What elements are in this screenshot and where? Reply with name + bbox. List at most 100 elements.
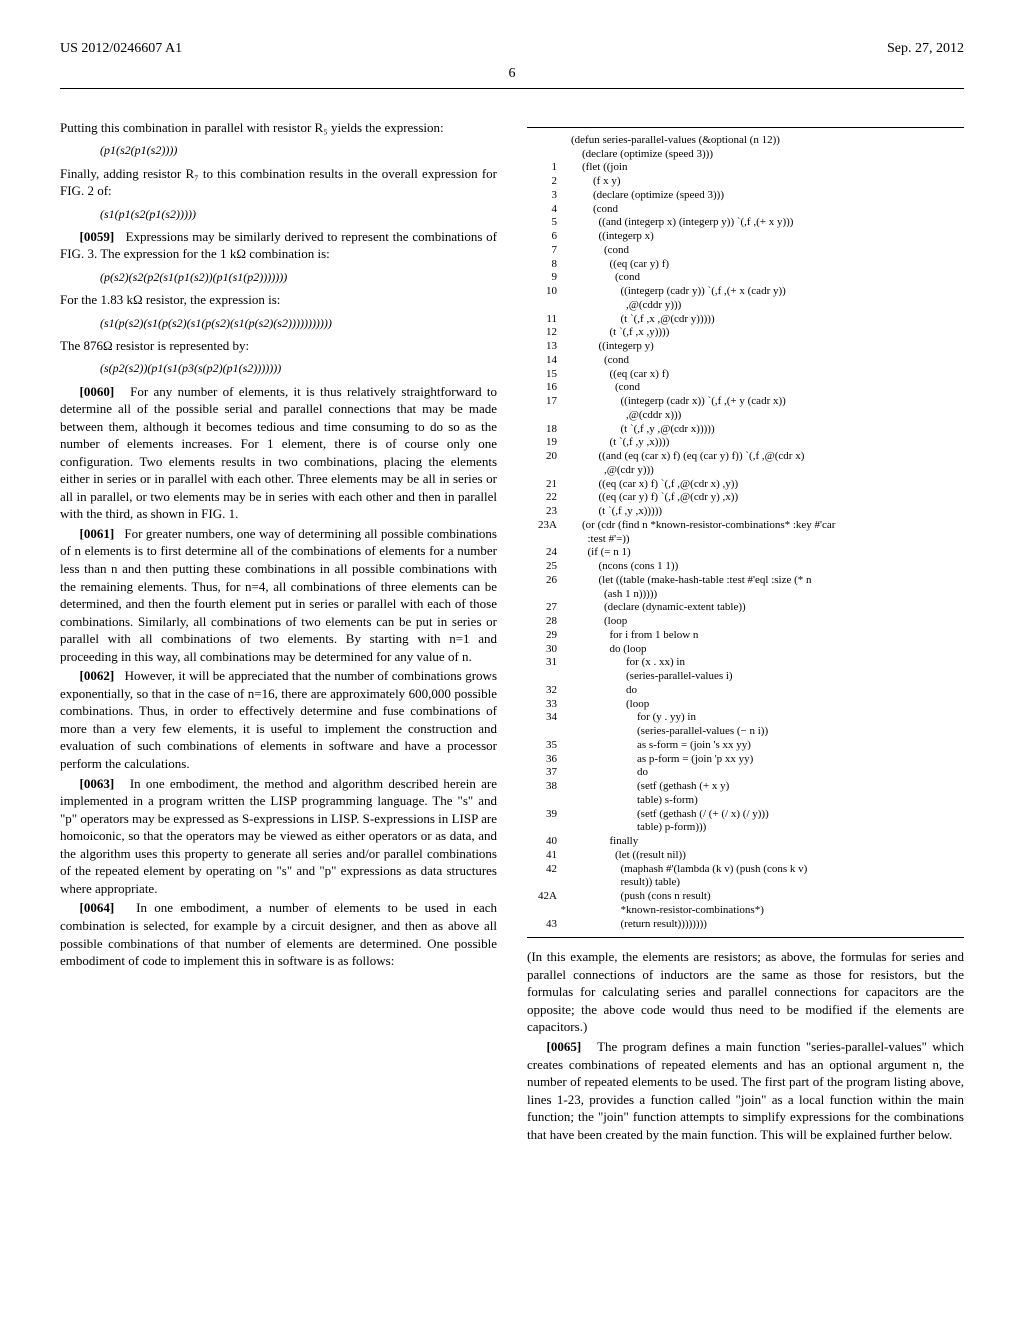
code-line: table) s-form) bbox=[527, 794, 964, 808]
line-number: 42A bbox=[527, 890, 571, 904]
line-number: 6 bbox=[527, 230, 571, 244]
code-text: (t `(,f ,x ,y)))) bbox=[571, 326, 964, 340]
line-number bbox=[527, 464, 571, 478]
line-number: 3 bbox=[527, 189, 571, 203]
code-line: ,@(cdr y))) bbox=[527, 464, 964, 478]
line-number: 7 bbox=[527, 244, 571, 258]
line-number: 18 bbox=[527, 423, 571, 437]
line-number: 35 bbox=[527, 739, 571, 753]
expression-3: (p(s2)(s2(p2(s1(p1(s2))(p1(s1(p2))))))) bbox=[100, 269, 497, 285]
code-text: ((eq (car y) f) `(,f ,@(cdr y) ,x)) bbox=[571, 491, 964, 505]
code-line: 21 ((eq (car x) f) `(,f ,@(cdr x) ,y)) bbox=[527, 478, 964, 492]
code-text: as p-form = (join 'p xx yy) bbox=[571, 753, 964, 767]
code-text: (series-parallel-values i) bbox=[571, 670, 964, 684]
code-line: 7 (cond bbox=[527, 244, 964, 258]
line-number: 2 bbox=[527, 175, 571, 189]
code-line: (ash 1 n))))) bbox=[527, 588, 964, 602]
code-text: (cond bbox=[571, 271, 964, 285]
code-text: do bbox=[571, 684, 964, 698]
code-listing: (defun series-parallel-values (&optional… bbox=[527, 127, 964, 939]
line-number: 30 bbox=[527, 643, 571, 657]
line-number: 17 bbox=[527, 395, 571, 409]
code-text: do bbox=[571, 766, 964, 780]
code-text: (cond bbox=[571, 203, 964, 217]
line-number: 38 bbox=[527, 780, 571, 794]
code-text: table) s-form) bbox=[571, 794, 964, 808]
line-number: 20 bbox=[527, 450, 571, 464]
expression-1: (p1(s2(p1(s2)))) bbox=[100, 142, 497, 158]
code-text: (defun series-parallel-values (&optional… bbox=[571, 134, 964, 148]
pub-number: US 2012/0246607 A1 bbox=[60, 40, 182, 59]
code-line: 43 (return result)))))))) bbox=[527, 918, 964, 932]
para-0059: [0059] Expressions may be similarly deri… bbox=[60, 228, 497, 263]
code-line: ,@(cddr y))) bbox=[527, 299, 964, 313]
code-text: ((integerp y) bbox=[571, 340, 964, 354]
para-0062-label: [0062] bbox=[80, 668, 115, 683]
after-code-note: (In this example, the elements are resis… bbox=[527, 948, 964, 1036]
line-number bbox=[527, 134, 571, 148]
para-0063-text: In one embodiment, the method and algori… bbox=[60, 776, 497, 896]
code-text: ,@(cddr y))) bbox=[571, 299, 964, 313]
expression-4: (s1(p(s2)(s1(p(s2)(s1(p(s2)(s1(p(s2)(s2)… bbox=[100, 315, 497, 331]
line-number: 23A bbox=[527, 519, 571, 533]
code-line: 15 ((eq (car x) f) bbox=[527, 368, 964, 382]
code-text: (flet ((join bbox=[571, 161, 964, 175]
code-text: *known-resistor-combinations*) bbox=[571, 904, 964, 918]
code-line: 16 (cond bbox=[527, 381, 964, 395]
para-0062: [0062] However, it will be appreciated t… bbox=[60, 667, 497, 772]
two-column-layout: Putting this combination in parallel wit… bbox=[60, 119, 964, 1146]
para-0059-label: [0059] bbox=[80, 229, 115, 244]
code-line: 19 (t `(,f ,y ,x)))) bbox=[527, 436, 964, 450]
code-line: 22 ((eq (car y) f) `(,f ,@(cdr y) ,x)) bbox=[527, 491, 964, 505]
para-0064: [0064] In one embodiment, a number of el… bbox=[60, 899, 497, 969]
line-number: 10 bbox=[527, 285, 571, 299]
line-number: 24 bbox=[527, 546, 571, 560]
code-line: 33 (loop bbox=[527, 698, 964, 712]
para-0065-text: The program defines a main function "ser… bbox=[527, 1039, 964, 1142]
line-number: 43 bbox=[527, 918, 571, 932]
code-text: (declare (optimize (speed 3))) bbox=[571, 189, 964, 203]
line-number bbox=[527, 588, 571, 602]
code-text: result)) table) bbox=[571, 876, 964, 890]
code-text: (cond bbox=[571, 354, 964, 368]
code-line: 11 (t `(,f ,x ,@(cdr y))))) bbox=[527, 313, 964, 327]
line-number: 26 bbox=[527, 574, 571, 588]
line-number: 12 bbox=[527, 326, 571, 340]
code-line: 6 ((integerp x) bbox=[527, 230, 964, 244]
code-text: ((integerp (cadr y)) `(,f ,(+ x (cadr y)… bbox=[571, 285, 964, 299]
line-number: 33 bbox=[527, 698, 571, 712]
code-text: ((eq (car x) f) bbox=[571, 368, 964, 382]
code-line: 30 do (loop bbox=[527, 643, 964, 657]
code-text: (ash 1 n))))) bbox=[571, 588, 964, 602]
code-line: 32 do bbox=[527, 684, 964, 698]
para-0063-label: [0063] bbox=[80, 776, 115, 791]
code-line: 23A (or (cdr (find n *known-resistor-com… bbox=[527, 519, 964, 533]
line-number bbox=[527, 670, 571, 684]
para-0060-label: [0060] bbox=[80, 384, 115, 399]
code-text: (if (= n 1) bbox=[571, 546, 964, 560]
code-line: 25 (ncons (cons 1 1)) bbox=[527, 560, 964, 574]
code-text: (loop bbox=[571, 698, 964, 712]
line-number: 27 bbox=[527, 601, 571, 615]
code-line: 42A (push (cons n result) bbox=[527, 890, 964, 904]
code-text: do (loop bbox=[571, 643, 964, 657]
code-line: *known-resistor-combinations*) bbox=[527, 904, 964, 918]
line-number: 14 bbox=[527, 354, 571, 368]
para-0060: [0060] For any number of elements, it is… bbox=[60, 383, 497, 523]
line-number: 19 bbox=[527, 436, 571, 450]
code-line: 3 (declare (optimize (speed 3))) bbox=[527, 189, 964, 203]
line-number: 21 bbox=[527, 478, 571, 492]
para-0062-text: However, it will be appreciated that the… bbox=[60, 668, 497, 771]
code-text: (setf (gethash (/ (+ (/ x) (/ y))) bbox=[571, 808, 964, 822]
code-text: ((and (eq (car x) f) (eq (car y) f)) `(,… bbox=[571, 450, 964, 464]
code-line: result)) table) bbox=[527, 876, 964, 890]
line-number: 34 bbox=[527, 711, 571, 725]
code-text: ,@(cddr x))) bbox=[571, 409, 964, 423]
code-line: table) p-form))) bbox=[527, 821, 964, 835]
code-line: 4 (cond bbox=[527, 203, 964, 217]
code-line: 1 (flet ((join bbox=[527, 161, 964, 175]
code-line: 40 finally bbox=[527, 835, 964, 849]
code-line: (declare (optimize (speed 3))) bbox=[527, 148, 964, 162]
line-number: 39 bbox=[527, 808, 571, 822]
line-number: 36 bbox=[527, 753, 571, 767]
